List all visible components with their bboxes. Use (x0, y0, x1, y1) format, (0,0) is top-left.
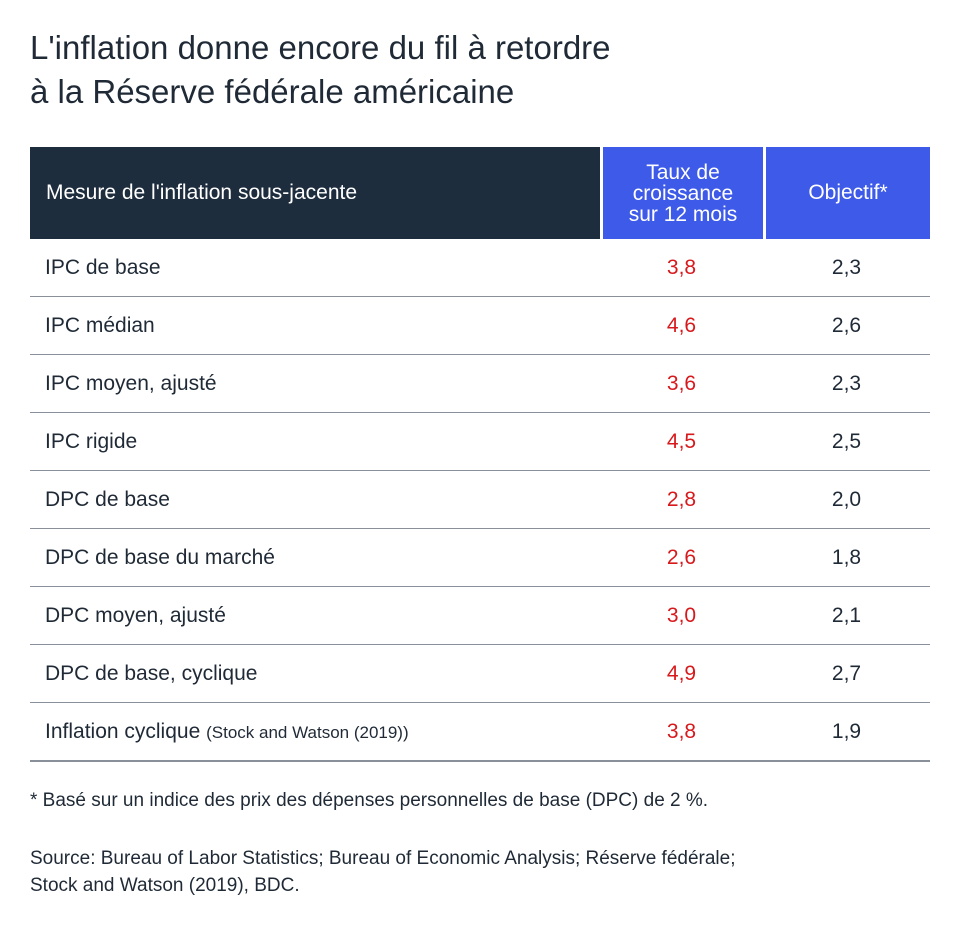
row-rate-value: 4,5 (666, 429, 697, 453)
row-label-text: DPC de base, cyclique (45, 661, 258, 685)
table-row: DPC de base 2,8 2,0 (30, 471, 930, 529)
header-rate: Taux de croissance sur 12 mois (603, 147, 763, 239)
row-rate-value: 3,6 (666, 371, 697, 395)
row-rate-value: 4,9 (666, 661, 697, 685)
table-row: DPC moyen, ajusté 3,0 2,1 (30, 587, 930, 645)
row-rate-value: 3,8 (666, 719, 697, 743)
row-label-note: (Stock and Watson (2019)) (206, 722, 409, 742)
row-label-text: DPC de base du marché (45, 545, 275, 569)
row-label-text: IPC rigide (45, 429, 138, 453)
row-label-text: DPC de base (45, 487, 170, 511)
table-row: DPC de base du marché 2,6 1,8 (30, 529, 930, 587)
row-label: IPC moyen, ajusté (30, 372, 600, 396)
row-label: IPC rigide (30, 430, 600, 454)
row-label: DPC moyen, ajusté (30, 604, 600, 628)
row-goal-value: 2,3 (831, 371, 862, 395)
source-note: Source: Bureau of Labor Statistics; Bure… (30, 845, 930, 899)
source-line-2: Stock and Watson (2019), BDC. (30, 875, 300, 896)
row-rate-value: 3,0 (666, 603, 697, 627)
row-label-text: Inflation cyclique (45, 719, 201, 743)
row-rate-value: 3,8 (666, 255, 697, 279)
chart-title-line-1: L'inflation donne encore du fil à retord… (30, 29, 611, 66)
row-label-text: IPC moyen, ajusté (45, 371, 217, 395)
row-label: DPC de base, cyclique (30, 662, 600, 686)
row-label: IPC de base (30, 256, 600, 280)
header-measure: Mesure de l'inflation sous-jacente (30, 147, 600, 239)
table-row: Inflation cyclique (Stock and Watson (20… (30, 703, 930, 762)
header-rate-line-2: croissance (632, 181, 734, 205)
row-goal-value: 1,9 (831, 719, 862, 743)
row-rate-value: 4,6 (666, 313, 697, 337)
row-label: IPC médian (30, 314, 600, 338)
footnote: * Basé sur un indice des prix des dépens… (30, 790, 709, 811)
table-header: Mesure de l'inflation sous-jacente Taux … (30, 147, 930, 239)
source-line-1: Source: Bureau of Labor Statistics; Bure… (30, 848, 736, 869)
header-goal: Objectif* (766, 147, 930, 239)
row-goal-value: 2,0 (831, 487, 862, 511)
header-rate-line-1: Taux de (646, 160, 720, 184)
inflation-table: Mesure de l'inflation sous-jacente Taux … (30, 147, 930, 762)
row-rate-value: 2,8 (666, 487, 697, 511)
table-row: IPC rigide 4,5 2,5 (30, 413, 930, 471)
row-label-text: IPC de base (45, 255, 161, 279)
row-goal-value: 2,5 (831, 429, 862, 453)
row-goal-value: 2,3 (831, 255, 862, 279)
row-goal-value: 2,6 (831, 313, 862, 337)
row-label-text: DPC moyen, ajusté (45, 603, 226, 627)
row-goal-value: 2,7 (831, 661, 862, 685)
table-body: IPC de base 3,8 2,3 IPC médian 4,6 2,6 IPC moy… (30, 239, 930, 762)
header-rate-line-3: sur 12 mois (628, 202, 738, 226)
row-label: DPC de base du marché (30, 546, 600, 570)
chart-title-line-2: à la Réserve fédérale américaine (30, 73, 515, 110)
row-label: Inflation cyclique (Stock and Watson (20… (30, 720, 600, 744)
table-row: DPC de base, cyclique 4,9 2,7 (30, 645, 930, 703)
row-rate-value: 2,6 (666, 545, 697, 569)
table-row: IPC de base 3,8 2,3 (30, 239, 930, 297)
row-goal-value: 1,8 (831, 545, 862, 569)
chart-title: L'inflation donne encore du fil à retord… (30, 26, 930, 114)
table-row: IPC médian 4,6 2,6 (30, 297, 930, 355)
row-label: DPC de base (30, 488, 600, 512)
row-label-text: IPC médian (45, 313, 155, 337)
table-row: IPC moyen, ajusté 3,6 2,3 (30, 355, 930, 413)
row-goal-value: 2,1 (831, 603, 862, 627)
